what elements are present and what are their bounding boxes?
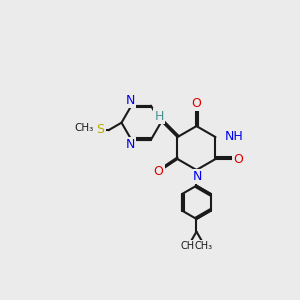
Text: CH₃: CH₃ — [180, 241, 198, 251]
Text: S: S — [96, 123, 104, 136]
Text: CH₃: CH₃ — [195, 241, 213, 251]
Text: H: H — [155, 110, 164, 123]
Text: N: N — [125, 94, 135, 107]
Text: O: O — [233, 152, 243, 166]
Text: O: O — [191, 97, 201, 110]
Text: N: N — [125, 138, 135, 151]
Text: NH: NH — [224, 130, 243, 143]
Text: N: N — [193, 170, 202, 183]
Text: CH₃: CH₃ — [75, 123, 94, 133]
Text: O: O — [154, 164, 164, 178]
